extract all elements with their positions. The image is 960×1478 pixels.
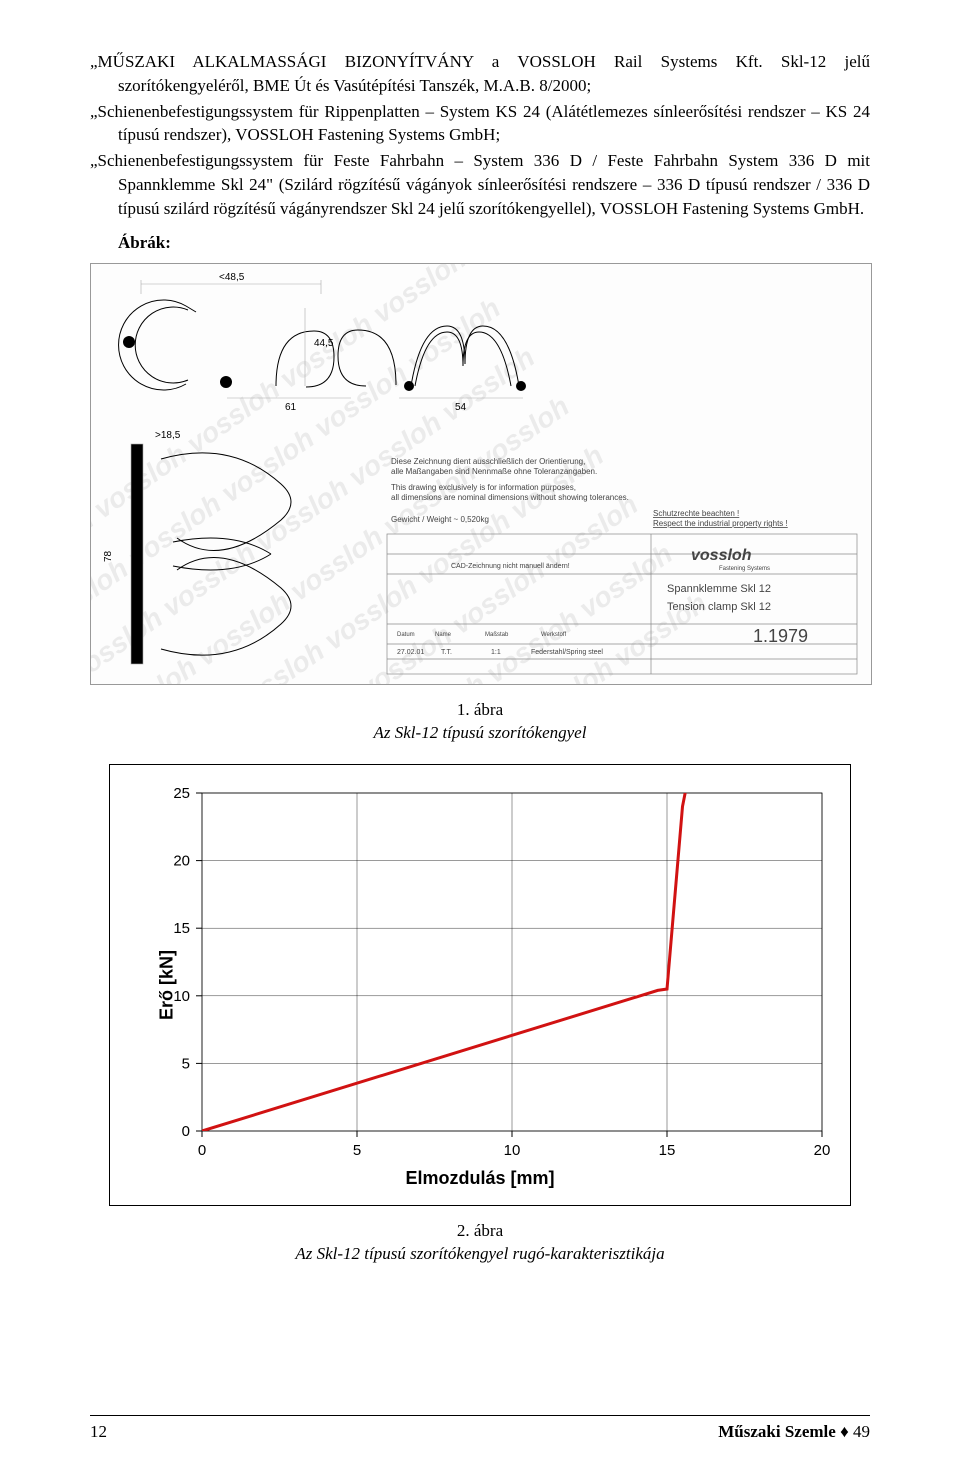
force-displacement-chart: Erő [kN] Elmozdulás [mm] 051015200510152… <box>109 764 851 1206</box>
svg-text:5: 5 <box>182 1056 190 1073</box>
brand: vossloh <box>691 547 752 564</box>
svg-text:5: 5 <box>353 1142 361 1159</box>
note-en: This drawing exclusively is for informat… <box>391 483 576 492</box>
svg-text:15: 15 <box>659 1142 676 1159</box>
svg-text:Name: Name <box>435 632 452 638</box>
page-number: 12 <box>90 1422 107 1442</box>
dim-61: 61 <box>285 402 297 413</box>
dim-78: 78 <box>103 550 114 562</box>
cad-note: CAD-Zeichnung nicht manuell ändern! <box>451 563 570 570</box>
svg-text:Werkstoff: Werkstoff <box>541 632 566 638</box>
date: 27.02.01 <box>397 649 424 656</box>
rights-en: Respect the industrial property rights ! <box>653 519 788 528</box>
ref-item-3: „Schienenbefestigungssystem für Feste Fa… <box>90 149 870 220</box>
part-de: Spannklemme Skl 12 <box>667 583 771 595</box>
fig1-num: 1. ábra <box>457 700 503 719</box>
chart-ylabel: Erő [kN] <box>157 950 178 1020</box>
svg-text:Maßstab: Maßstab <box>485 632 509 638</box>
svg-text:15: 15 <box>173 921 190 938</box>
journal-ref: Műszaki Szemle ♦ 49 <box>718 1422 870 1442</box>
fig2-caption: Az Skl-12 típusú szorítókengyel rugó-kar… <box>295 1244 664 1263</box>
dim-54: 54 <box>455 402 467 413</box>
rights-de: Schutzrechte beachten ! <box>653 509 739 518</box>
svg-text:alle Maßangaben sind Nennmaße: alle Maßangaben sind Nennmaße ohne Toler… <box>391 467 597 476</box>
svg-text:20: 20 <box>173 853 190 870</box>
svg-text:0: 0 <box>182 1123 190 1140</box>
figures-heading: Ábrák: <box>118 233 870 253</box>
weight: Gewicht / Weight ~ 0,520kg <box>391 515 489 524</box>
svg-text:all dimensions are nominal dim: all dimensions are nominal dimensions wi… <box>391 493 629 502</box>
svg-text:25: 25 <box>173 785 190 802</box>
svg-text:0: 0 <box>198 1142 206 1159</box>
drawing-no: 1.1979 <box>753 626 808 646</box>
svg-text:20: 20 <box>814 1142 831 1159</box>
ref-item-1: „MŰSZAKI ALKALMASSÁGI BIZONYÍTVÁNY a VOS… <box>90 50 870 98</box>
svg-text:1:1: 1:1 <box>491 649 501 656</box>
name: T.T. <box>441 649 452 656</box>
dim-top: <48,5 <box>219 272 245 283</box>
page-footer: 12 Műszaki Szemle ♦ 49 <box>90 1415 870 1442</box>
note-de: Diese Zeichnung dient ausschließlich der… <box>391 457 585 466</box>
chart-xlabel: Elmozdulás [mm] <box>405 1168 554 1189</box>
dim-18: >18,5 <box>155 430 181 441</box>
ref-item-2: „Schienenbefestigungssystem für Rippenpl… <box>90 100 870 148</box>
part-en: Tension clamp Skl 12 <box>667 601 771 613</box>
fig1-caption: Az Skl-12 típusú szorítókengyel <box>374 723 587 742</box>
svg-text:10: 10 <box>504 1142 521 1159</box>
technical-drawing: vossloh vossloh vossloh vossloh vossloh … <box>90 263 872 685</box>
brand-sub: Fastening Systems <box>719 566 770 572</box>
material: Federstahl/Spring steel <box>531 649 603 656</box>
svg-text:Datum: Datum <box>397 632 415 638</box>
fig2-num: 2. ábra <box>457 1221 503 1240</box>
ref1b: , BME Út és Vasútépítési Tanszék, M.A.B.… <box>245 76 592 95</box>
dim-h: 44,5 <box>314 338 334 349</box>
